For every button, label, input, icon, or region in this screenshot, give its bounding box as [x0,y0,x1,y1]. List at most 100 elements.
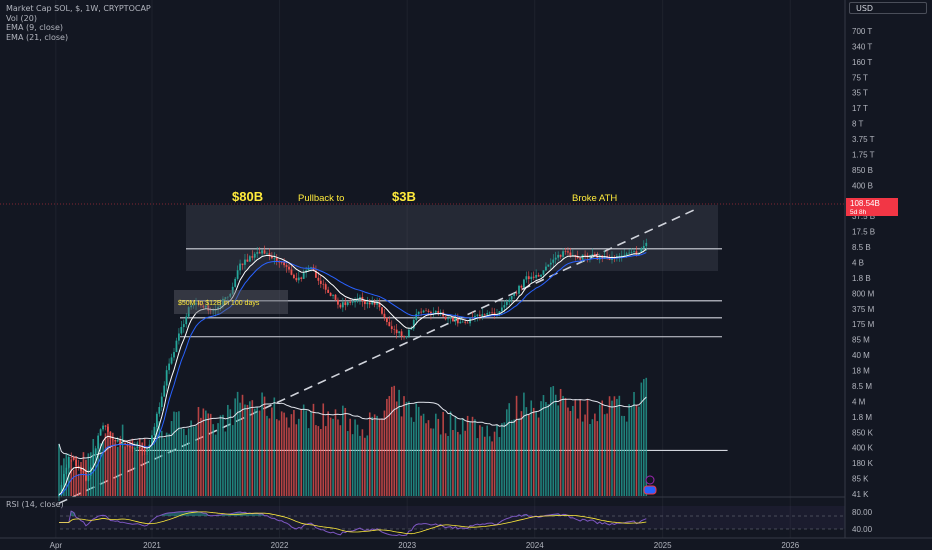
volume-bar [114,442,117,496]
price-axis-label: 8 T [852,120,864,129]
candle-body [476,314,479,316]
rsi-indicator-label[interactable]: RSI (14, close) [6,500,64,509]
candle-body [266,253,268,254]
volume-bar [67,461,70,496]
price-axis-label: 1.8 M [852,413,872,422]
volume-bar [290,414,293,496]
price-axis-label: 17 T [852,104,868,113]
volume-bar [310,411,312,496]
candle-body [493,312,496,315]
candle-body [109,431,112,440]
volume-bar [268,418,271,496]
candle-body [640,248,643,253]
price-axis[interactable]: 700 T 340 T 160 T 75 T 35 T 17 T 8 T 3.75 T 1.75… [852,27,875,499]
volume-bar [349,418,351,496]
candle-body [417,311,420,314]
annotation-box-growth [174,290,288,314]
event-flag-icon[interactable] [643,485,657,495]
ema9-indicator-label[interactable]: EMA (9, close) [6,23,63,32]
volume-bar [611,400,613,496]
candle-body [410,328,413,330]
candle-body [229,293,232,297]
volume-bar [170,421,173,496]
volume-bar [603,414,606,496]
volume-bar [405,401,408,496]
vol-indicator-label[interactable]: Vol (20) [6,13,37,23]
candle-body [97,435,100,449]
currency-button[interactable]: USD [849,2,927,14]
volume-bar [476,438,479,496]
volume-bar [376,415,378,496]
volume-bar [417,406,420,496]
volume-bar [241,394,244,496]
volume-bar [253,408,256,496]
volume-bar [121,424,124,496]
volume-bar [297,418,300,496]
candle-body [133,447,136,449]
candle-body [280,262,283,264]
volume-bar [557,405,559,496]
candle-body [584,254,586,256]
candle-body [138,446,141,449]
volume-bar [317,426,320,496]
ema21-indicator-label[interactable]: EMA (21, close) [6,32,69,42]
candle-body [293,274,295,279]
volume-bar [457,431,459,496]
volume-bar [481,426,484,496]
volume-bar [447,435,449,496]
candle-body [625,253,628,255]
candle-body [329,292,332,296]
price-axis-label: 17.5 B [852,228,875,237]
volume-bar [151,442,153,496]
candle-body [285,265,288,267]
candle-body [236,270,239,279]
time-axis[interactable]: Apr 2021 2022 2023 2024 2025 2026 [50,541,800,550]
price-axis-label: 850 K [852,428,874,437]
volume-bar [412,421,415,496]
volume-bar [273,397,276,496]
candle-body [180,327,183,334]
candle-body [513,293,516,296]
price-axis-label: 4 B [852,259,864,268]
volume-bar [202,408,205,496]
volume-bar [635,404,638,496]
candle-body [153,426,156,436]
volume-bar [378,419,381,496]
candle-body [598,255,601,260]
candle-body [151,435,153,445]
volume-bar [505,409,508,496]
candle-body [591,253,594,256]
volume-bar [371,416,374,496]
candle-body [317,277,320,281]
volume-bar [275,419,278,496]
volume-bar [643,379,645,496]
candle-body [182,324,185,328]
candle-body [620,255,623,257]
candle-body [434,311,437,313]
price-axis-label: 40 M [852,351,870,360]
candle-body [503,305,506,308]
volume-bar [640,382,643,496]
volume-bar [569,410,572,496]
volume-bar [80,462,82,496]
rsi-moving-average [59,511,647,535]
candle-body [623,254,626,256]
candle-body [488,312,491,314]
candle-body [85,472,87,481]
candle-body [295,278,298,281]
price-axis-label: 3.75 T [852,135,875,144]
candle-body [268,253,271,257]
candle-body [94,448,97,456]
candle-body [273,258,276,259]
volume-bar [545,402,547,496]
volume-bar [219,415,222,496]
candle-body [70,456,73,458]
volume-bar [342,405,344,496]
candle-body [635,251,638,255]
volume-bar [187,428,190,496]
volume-bar [496,424,498,496]
symbol-title[interactable]: Market Cap SOL, $, 1W, CRYPTOCAP [6,4,151,13]
event-marker-icon[interactable] [645,475,655,485]
volume-bar [178,411,180,496]
